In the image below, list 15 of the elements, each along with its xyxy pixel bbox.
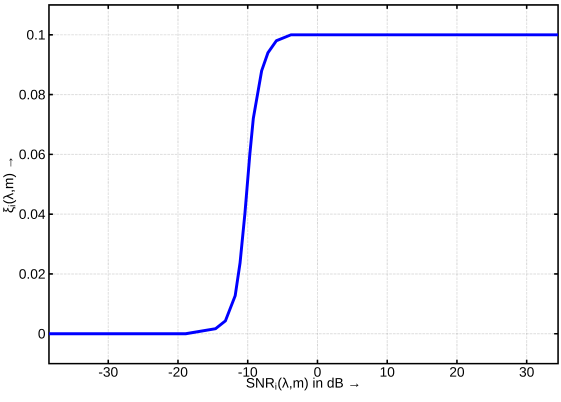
x-axis-title: SNR$_{i}$(λ,m) in dB → (246, 378, 358, 390)
x-tick-label: -30 (98, 367, 118, 377)
y-tick-label: 0.04 (19, 209, 46, 220)
y-tick-label: 0.02 (19, 269, 45, 279)
x-tick-label: 10 (380, 367, 394, 377)
x-tick-label: 30 (520, 367, 534, 377)
y-axis-title: ξ$_{i}$(λ,m) → (3, 158, 16, 212)
y-tick-label: 0.1 (26, 30, 45, 40)
x-tick-label: 20 (450, 367, 464, 377)
x-tick-label: -20 (168, 367, 188, 377)
x-tick-label: -10 (238, 367, 258, 377)
y-tick-label: 0 (38, 328, 45, 339)
y-tick-label: 0.08 (19, 90, 45, 100)
x-tick-label: 0 (314, 367, 321, 377)
y-tick-label: 0.06 (19, 150, 45, 160)
